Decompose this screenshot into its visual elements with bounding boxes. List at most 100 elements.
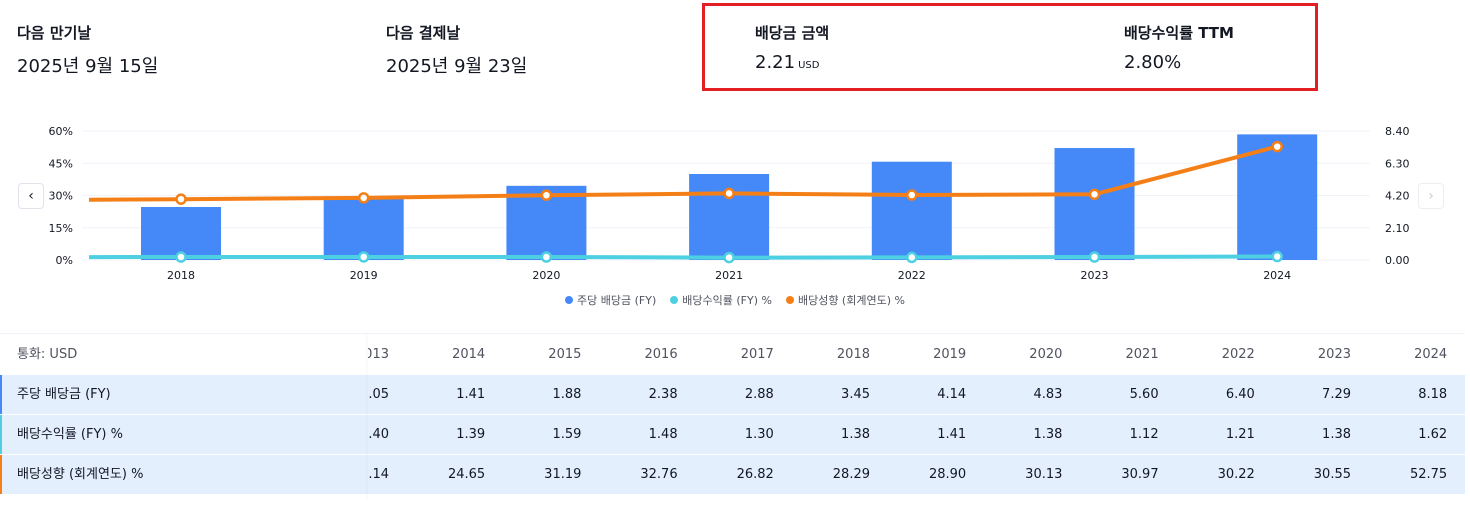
legend-label: 배당성향 (회계연도) % xyxy=(797,294,905,307)
value-cell: 28.29 xyxy=(832,467,870,482)
right-axis-tick-label: 6.30 xyxy=(1385,157,1410,170)
stat-label: 배당금 금액 xyxy=(755,24,830,42)
row-cells[interactable]: 1.05 1.41 1.88 2.38 2.88 3.45 4.14 4.83 5.60 6.40… xyxy=(368,375,1465,414)
value-cell: 20.14 xyxy=(368,467,389,482)
yield-point xyxy=(540,251,553,263)
value-cell: 5.60 xyxy=(1129,387,1159,402)
row-label: 주당 배당금 (FY) xyxy=(17,387,111,402)
dividend-table: 통화: USD 2013 2014 2015 2016 2017 2018 2019 2020… xyxy=(0,333,1465,499)
chart-prev-button[interactable]: ‹ xyxy=(18,183,44,209)
stat-label: 다음 결제날 xyxy=(386,24,461,42)
row-color-bar xyxy=(0,375,2,414)
left-axis-tick-label: 60% xyxy=(49,125,73,138)
right-axis-tick-label: 2.10 xyxy=(1385,222,1410,235)
value-cell: 30.22 xyxy=(1217,467,1255,482)
legend-item-payout[interactable]: 배당성향 (회계연도) % xyxy=(785,292,905,308)
value-cell: 3.45 xyxy=(841,387,870,402)
x-axis-tick-label: 2020 xyxy=(532,269,560,282)
legend-item-dps[interactable]: 주당 배당금 (FY) xyxy=(565,292,656,308)
year-header-cell: 2017 xyxy=(740,347,774,362)
value-cell: 2.88 xyxy=(744,387,774,402)
stat-label: 다음 만기날 xyxy=(17,24,92,42)
stat-value: 2025년 9월 15일 xyxy=(17,56,159,77)
chart-bar xyxy=(871,161,952,260)
left-axis-tick-label: 15% xyxy=(49,222,73,235)
label-column-divider xyxy=(366,334,368,499)
value-cell: 32.76 xyxy=(640,467,678,482)
row-label: 배당성향 (회계연도) % xyxy=(17,467,144,482)
x-axis-tick-label: 2024 xyxy=(1263,269,1291,282)
value-cell: 31.19 xyxy=(544,467,582,482)
year-cells[interactable]: 2013 2014 2015 2016 2017 2018 2019 2020 2021 2022… xyxy=(368,335,1465,374)
chevron-left-icon: ‹ xyxy=(28,188,34,204)
yield-point xyxy=(1088,251,1101,263)
stat-amount: 2.21 xyxy=(755,52,796,73)
row-color-bar xyxy=(0,415,2,454)
dividend-chart: 60% 8.40 45% 6.30 30% 4.20 15% 2.10 0% 0.00 2018 20… xyxy=(49,125,1410,282)
yield-point xyxy=(906,251,918,264)
left-axis-tick-label: 45% xyxy=(49,157,73,170)
stat-dividend-amount: 배당금 금액 2.21 USD xyxy=(755,22,829,73)
value-cell: 1.38 xyxy=(1033,427,1063,442)
stat-next-pay-date: 다음 결제날 2025년 9월 23일 xyxy=(386,22,527,78)
value-cell: 1.21 xyxy=(1225,427,1255,442)
value-cell: 28.90 xyxy=(928,467,967,482)
value-cell: 1.30 xyxy=(744,427,774,442)
value-cell: 30.97 xyxy=(1121,467,1159,482)
yield-line xyxy=(88,254,1278,260)
payout-point xyxy=(1271,140,1283,153)
chart-bar xyxy=(141,207,221,260)
year-header-cell: 2013 xyxy=(368,347,389,362)
left-axis-tick-label: 30% xyxy=(49,190,73,203)
value-cell: 6.40 xyxy=(1225,387,1255,402)
yield-point xyxy=(357,251,370,263)
value-cell: 24.65 xyxy=(447,467,486,482)
year-header-cell: 2024 xyxy=(1414,347,1448,362)
legend-dot xyxy=(565,296,574,304)
value-cell: 1.59 xyxy=(552,427,582,442)
value-cell: 1.62 xyxy=(1418,427,1448,442)
x-axis-tick-label: 2019 xyxy=(350,269,378,282)
year-header-cell: 2021 xyxy=(1125,347,1159,362)
year-header-cell: 2015 xyxy=(548,347,582,362)
yield-point xyxy=(1271,250,1283,263)
row-cells[interactable]: 1.40 1.39 1.59 1.48 1.30 1.38 1.41 1.38 1.12 1.21… xyxy=(368,415,1465,454)
right-axis-tick-label: 0.00 xyxy=(1385,254,1410,267)
chevron-right-icon: › xyxy=(1428,188,1434,204)
value-cell: 8.18 xyxy=(1418,387,1448,402)
legend-dot xyxy=(670,296,679,304)
table-row-yield: 배당수익률 (FY) % 1.401.391.591.481.301.381.4… xyxy=(0,415,1465,454)
year-header-cell: 2023 xyxy=(1317,347,1351,362)
x-axis-tick-label: 2022 xyxy=(898,269,926,282)
value-cell: 1.12 xyxy=(1129,427,1159,442)
chart-bar xyxy=(689,174,770,260)
yield-point xyxy=(175,251,187,263)
value-cell: 1.40 xyxy=(368,427,389,442)
year-header-cell: 2016 xyxy=(644,347,678,362)
legend-item-yield[interactable]: 배당수익률 (FY) % xyxy=(670,292,772,308)
year-header-cell: 2020 xyxy=(1029,347,1063,362)
payout-point xyxy=(906,189,918,201)
value-cell: 1.48 xyxy=(648,427,678,442)
chart-bar xyxy=(323,196,404,260)
value-cell: 4.83 xyxy=(1033,387,1063,402)
row-cells[interactable]: 20.14 24.65 31.19 32.76 26.82 28.29 28.90 30.13… xyxy=(368,455,1465,494)
currency-label: 통화: USD xyxy=(17,347,78,362)
payout-point xyxy=(175,193,187,205)
stat-unit: USD xyxy=(798,60,820,71)
payout-point xyxy=(1088,188,1101,201)
stat-next-ex-date: 다음 만기날 2025년 9월 15일 xyxy=(17,22,158,78)
value-cell: 1.05 xyxy=(368,387,389,402)
payout-point xyxy=(723,187,735,200)
payout-line xyxy=(88,144,1278,202)
legend-label: 배당수익률 (FY) % xyxy=(682,294,772,307)
left-axis-tick-label: 0% xyxy=(56,254,73,267)
highlight-box xyxy=(702,3,1318,91)
chart-next-button[interactable]: › xyxy=(1418,183,1444,209)
value-cell: 1.41 xyxy=(456,387,486,402)
table-header-row: 통화: USD 2013 2014 2015 2016 2017 2018 2019 2020… xyxy=(0,335,1465,374)
x-axis-tick-label: 2023 xyxy=(1081,269,1109,282)
legend-label: 주당 배당금 (FY) xyxy=(577,294,657,307)
value-cell: 1.39 xyxy=(456,427,486,442)
yield-point xyxy=(723,251,735,264)
